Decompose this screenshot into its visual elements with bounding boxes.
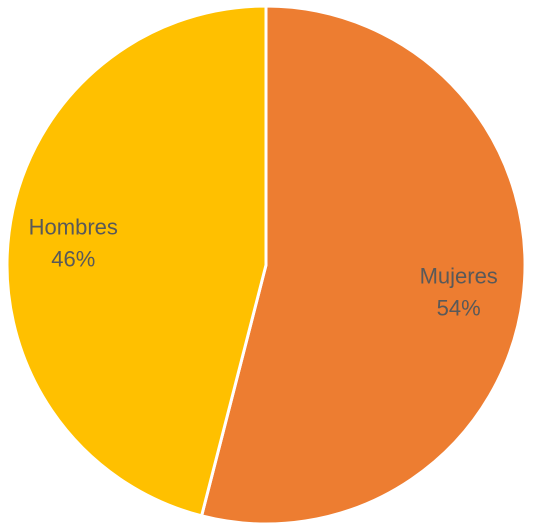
- pie-slices: [5, 4, 527, 526]
- pie-slice-mujeres: [200, 4, 527, 526]
- pie-slice-hombres: [5, 4, 268, 518]
- slice-value-hombres: 46%: [51, 247, 95, 272]
- slice-value-mujeres: 54%: [437, 295, 481, 320]
- slice-label-mujeres: Mujeres: [420, 263, 498, 288]
- pie-labels: Mujeres 54% Hombres 46%: [29, 215, 498, 321]
- slice-label-hombres: Hombres: [29, 215, 118, 240]
